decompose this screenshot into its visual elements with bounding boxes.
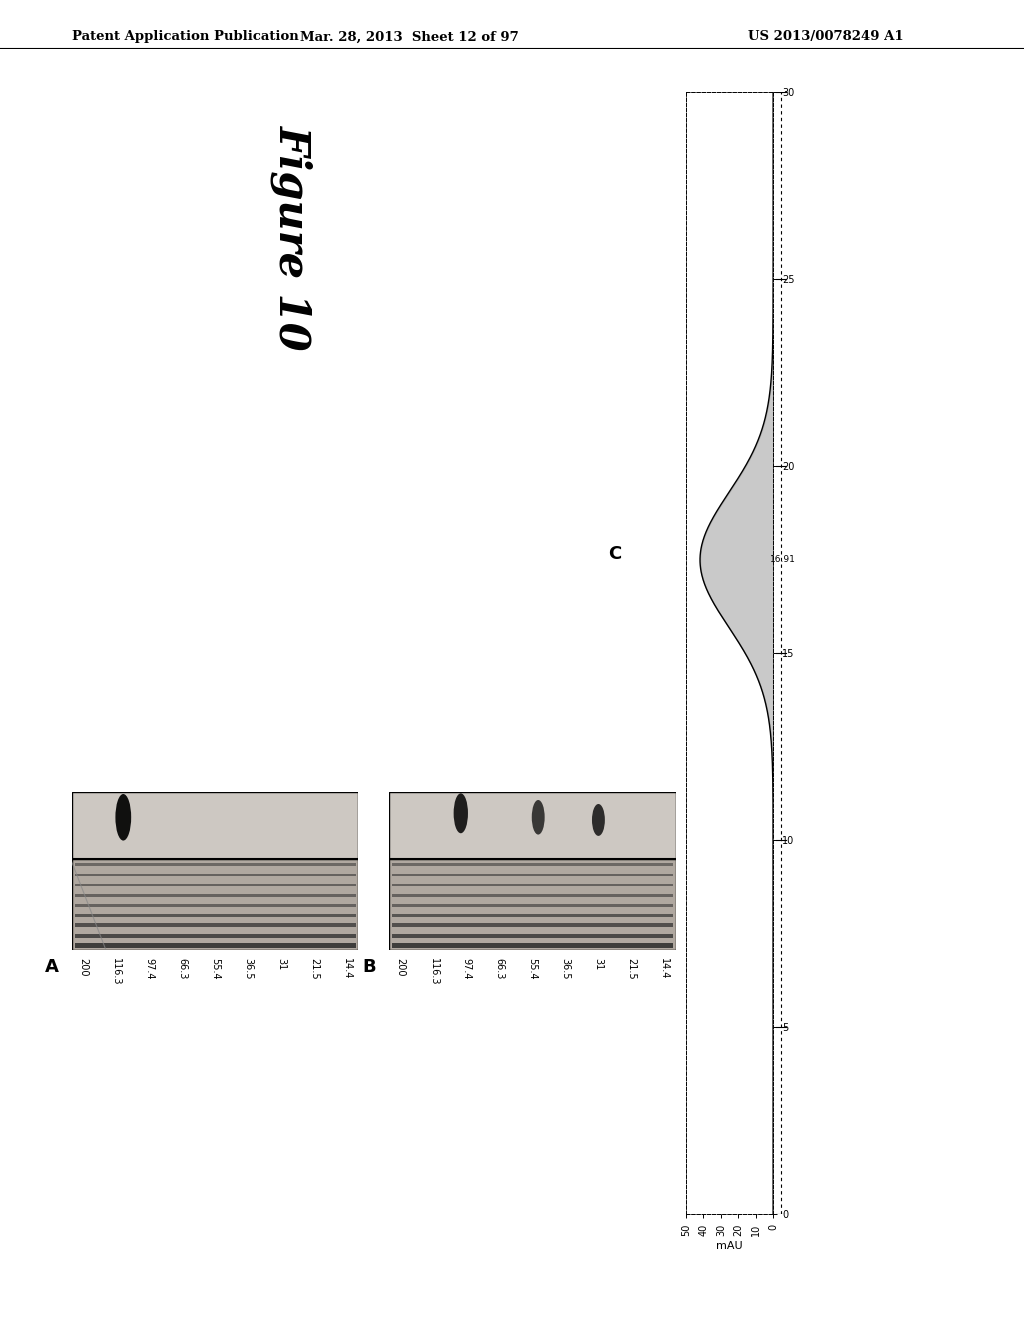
Bar	[75, 944, 355, 948]
Text: 21.5: 21.5	[627, 958, 636, 979]
Bar	[392, 863, 673, 866]
Text: 36.5: 36.5	[560, 958, 570, 979]
Text: 31: 31	[276, 958, 286, 970]
Bar	[72, 792, 358, 858]
Text: 116.3: 116.3	[112, 958, 121, 986]
Bar	[75, 933, 355, 937]
Text: Mar. 28, 2013  Sheet 12 of 97: Mar. 28, 2013 Sheet 12 of 97	[300, 30, 519, 44]
Bar	[72, 858, 358, 950]
Ellipse shape	[454, 793, 468, 833]
Text: 66.3: 66.3	[495, 958, 505, 979]
Text: 16.91: 16.91	[769, 556, 796, 564]
Text: 55.4: 55.4	[527, 958, 538, 979]
Text: 36.5: 36.5	[243, 958, 253, 979]
Bar	[392, 924, 673, 928]
Bar	[392, 913, 673, 917]
X-axis label: mAU: mAU	[716, 1241, 743, 1251]
Text: 21.5: 21.5	[309, 958, 318, 979]
Bar	[75, 894, 355, 896]
Text: 116.3: 116.3	[429, 958, 438, 986]
Bar	[392, 904, 673, 907]
Text: 31: 31	[594, 958, 603, 970]
Ellipse shape	[116, 795, 131, 841]
Bar	[75, 883, 355, 887]
Text: B: B	[362, 958, 376, 975]
Text: US 2013/0078249 A1: US 2013/0078249 A1	[748, 30, 903, 44]
Bar	[392, 933, 673, 937]
Bar	[389, 858, 676, 950]
Bar	[75, 904, 355, 907]
Bar	[392, 944, 673, 948]
Bar	[75, 924, 355, 928]
Text: 97.4: 97.4	[144, 958, 154, 979]
Text: Figure 10: Figure 10	[270, 125, 313, 350]
Text: 200: 200	[78, 958, 88, 977]
Text: 14.4: 14.4	[659, 958, 670, 979]
Text: 200: 200	[395, 958, 406, 977]
Ellipse shape	[592, 804, 605, 836]
Text: A: A	[45, 958, 58, 975]
Bar	[392, 894, 673, 896]
Text: 97.4: 97.4	[462, 958, 471, 979]
Text: C: C	[608, 545, 621, 564]
Text: Patent Application Publication: Patent Application Publication	[72, 30, 298, 44]
Text: 66.3: 66.3	[177, 958, 187, 979]
Ellipse shape	[531, 800, 545, 834]
Bar	[392, 874, 673, 876]
Bar	[75, 863, 355, 866]
Bar	[389, 792, 676, 858]
Text: 14.4: 14.4	[342, 958, 352, 979]
Bar	[75, 913, 355, 917]
Text: 55.4: 55.4	[210, 958, 220, 979]
Bar	[75, 874, 355, 876]
Bar	[392, 883, 673, 887]
